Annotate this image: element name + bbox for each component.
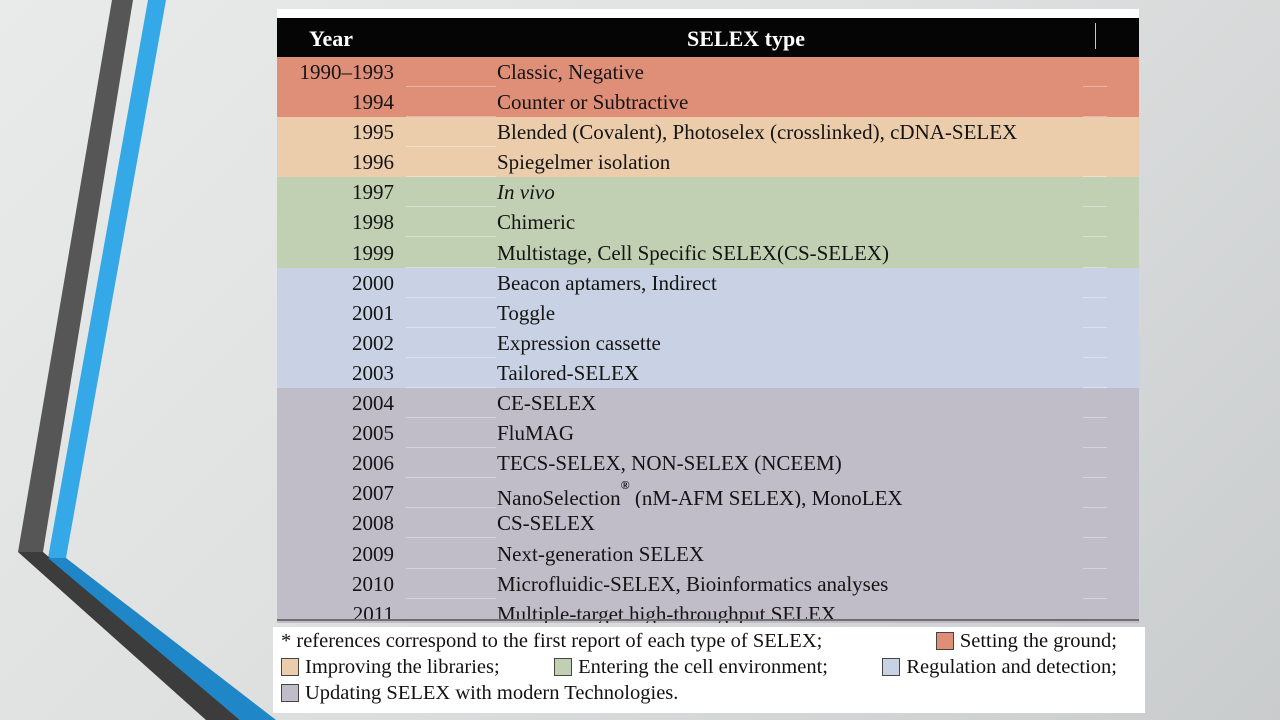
- table-row: 2001 Toggle: [277, 297, 1139, 328]
- table-row: 1999 Multistage, Cell Specific SELEX(CS-S…: [277, 237, 1139, 268]
- nanoselection-text: NanoSelection: [497, 486, 621, 511]
- cell-year: 2011: [352, 601, 394, 623]
- cell-selex-type: Spiegelmer isolation: [497, 150, 671, 175]
- cell-selex-type: NanoSelection® (nM-AFM SELEX), MonoLEX: [497, 478, 903, 513]
- legend-label: Regulation and detection;: [906, 656, 1117, 678]
- footnote-intro: * references correspond to the first rep…: [281, 630, 823, 652]
- table-body: 1990–1993 Classic, Negative 1994 Counter o…: [277, 57, 1139, 623]
- blue-stripe: [48, 0, 166, 558]
- legend-label: Entering the cell environment;: [578, 656, 828, 678]
- cell-selex-type: Tailored-SELEX: [497, 360, 639, 385]
- cell-year: 2008: [352, 511, 394, 536]
- footnote-line-2: Improving the libraries; Entering the ce…: [281, 654, 1117, 681]
- cell-year: 2010: [352, 571, 394, 596]
- cell-selex-type: Microfluidic-SELEX, Bioinformatics analy…: [497, 571, 889, 596]
- legend-label: Updating SELEX with modern Technologies.: [305, 682, 679, 704]
- table-footnote: * references correspond to the first rep…: [273, 627, 1145, 713]
- cell-year: 2004: [352, 391, 394, 416]
- cell-selex-type: Classic, Negative: [497, 60, 644, 84]
- selex-table: Year SELEX type 1990–1993 Classic, Negati…: [277, 9, 1139, 623]
- cell-selex-type: Beacon aptamers, Indirect: [497, 270, 717, 295]
- cell-selex-type: Toggle: [497, 300, 556, 325]
- header-year: Year: [309, 26, 353, 51]
- legend-swatch: [882, 658, 901, 677]
- legend-setting-ground: Setting the ground;: [935, 628, 1117, 655]
- cell-selex-type: CS-SELEX: [497, 511, 596, 536]
- cell-selex-type: Counter or Subtractive: [497, 90, 689, 115]
- dark-gray-diagonal: [18, 552, 240, 720]
- cell-selex-type: FluMAG: [497, 421, 575, 446]
- cell-year: 1994: [352, 90, 394, 115]
- legend-label: Setting the ground;: [959, 630, 1117, 652]
- footnote-line-3: Updating SELEX with modern Technologies.: [281, 680, 678, 707]
- table-header: Year SELEX type: [277, 18, 1139, 57]
- legend-cell-environment: Entering the cell environment;: [554, 654, 828, 681]
- table-bottom-rule: [277, 619, 1139, 621]
- legend-swatch: [935, 632, 954, 651]
- table-row: 2002 Expression cassette: [277, 327, 1139, 358]
- cell-year: 2009: [352, 541, 394, 566]
- table-row: 2010 Microfluidic-SELEX, Bioinformatics a…: [277, 568, 1139, 599]
- cell-year: 2003: [352, 360, 394, 385]
- cell-selex-type: Multistage, Cell Specific SELEX(CS-SELEX…: [497, 240, 889, 265]
- registered-mark: ®: [620, 478, 630, 493]
- footnote-line-1: * references correspond to the first rep…: [281, 628, 1117, 655]
- table-row: 2011 Multiple-target high-throughput SELE…: [277, 598, 1139, 623]
- legend-swatch: [281, 684, 299, 703]
- legend-swatch: [281, 658, 299, 677]
- nanoselection-suffix: (nM-AFM SELEX), MonoLEX: [629, 486, 903, 511]
- cell-year: 1997: [352, 180, 394, 205]
- cell-selex-type: In vivo: [497, 180, 555, 205]
- cell-selex-type: TECS-SELEX, NON-SELEX (NCEEM): [497, 451, 842, 476]
- cell-selex-type: Expression cassette: [497, 330, 661, 355]
- table-row: 2003 Tailored-SELEX: [277, 357, 1139, 389]
- dark-gray-stripe: [18, 0, 133, 552]
- cell-selex-type: Chimeric: [497, 210, 576, 235]
- header-column-rule: [1095, 23, 1096, 49]
- cell-selex-type: Next-generation SELEX: [497, 541, 705, 566]
- table-row: 2005 FluMAG: [277, 418, 1139, 449]
- cell-year: 2000: [352, 270, 394, 295]
- legend-modern-technologies: Updating SELEX with modern Technologies.: [281, 680, 678, 707]
- cell-year: 2002: [352, 330, 394, 355]
- header-selex-type: SELEX type: [687, 26, 805, 51]
- table-row: 1994 Counter or Subtractive: [277, 87, 1139, 118]
- legend-swatch: [554, 658, 573, 677]
- table-row: 1997 In vivo: [277, 177, 1139, 208]
- cell-year: 1998: [352, 210, 394, 235]
- cell-year: 1995: [352, 120, 394, 145]
- table-row: 1995 Blended (Covalent), Photoselex (cros…: [277, 117, 1139, 148]
- cell-selex-type: CE-SELEX: [497, 391, 597, 416]
- cell-year: 2007: [352, 481, 394, 506]
- cell-year: 1990–1993: [299, 60, 395, 84]
- cell-year: 1996: [352, 150, 394, 175]
- table-row: 2009 Next-generation SELEX: [277, 538, 1139, 569]
- cell-selex-type: Multiple-target high-throughput SELEX: [497, 601, 837, 623]
- cell-year: 2005: [352, 421, 394, 446]
- cell-year: 2001: [352, 300, 394, 325]
- legend-label: Improving the libraries;: [305, 656, 500, 678]
- cell-year: 2006: [352, 451, 394, 476]
- table-row: 1996 Spiegelmer isolation: [277, 147, 1139, 178]
- legend-improving-libraries: Improving the libraries;: [281, 654, 500, 681]
- table-row: 2006 TECS-SELEX, NON-SELEX (NCEEM): [277, 448, 1139, 479]
- legend-regulation-detection: Regulation and detection;: [882, 654, 1117, 681]
- table-row: 2007 NanoSelection® (nM-AFM SELEX), MonoL…: [277, 478, 1139, 510]
- cell-selex-type: Blended (Covalent), Photoselex (crosslin…: [497, 120, 1018, 145]
- cell-year: 1999: [352, 240, 394, 265]
- table-row: 1990–1993 Classic, Negative: [277, 57, 1139, 88]
- table-row: 2008 CS-SELEX: [277, 508, 1139, 539]
- table-row: 2000 Beacon aptamers, Indirect: [277, 267, 1139, 298]
- table-row: 2004 CE-SELEX: [277, 388, 1139, 419]
- blue-diagonal: [48, 558, 276, 720]
- table-row: 1998 Chimeric: [277, 207, 1139, 238]
